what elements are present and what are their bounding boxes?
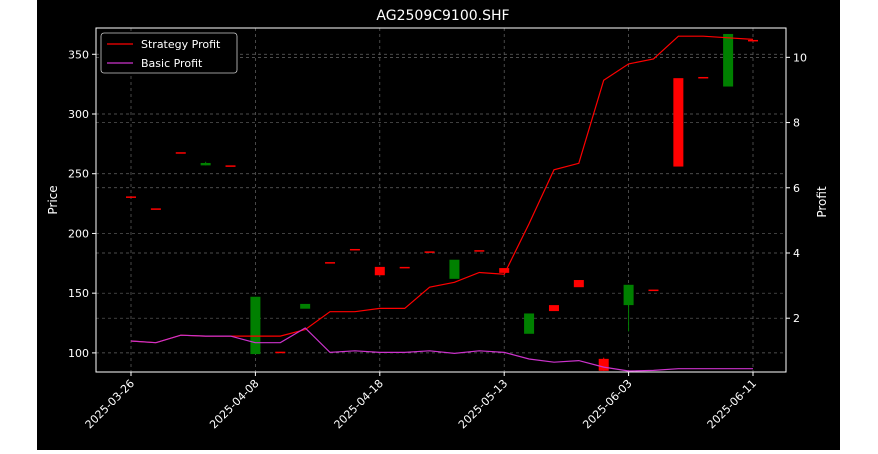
legend-label: Strategy Profit xyxy=(141,38,221,51)
candle-body xyxy=(349,248,360,251)
candle-body xyxy=(175,152,186,154)
legend-label: Basic Profit xyxy=(141,57,203,70)
y-left-tick-label: 200 xyxy=(68,227,89,240)
candle-body xyxy=(250,296,261,355)
candle-body xyxy=(623,284,634,306)
candle-body xyxy=(300,303,311,309)
y-left-tick-label: 100 xyxy=(68,347,89,360)
candle-body xyxy=(698,76,709,79)
plot-area: 100 150 200 250 300 350 2 4 6 8 10 2025-03-26 2025-0… xyxy=(68,27,807,431)
candle-body xyxy=(548,305,559,312)
candle-body xyxy=(673,78,684,167)
x-tick-label: 2025-05-13 xyxy=(456,377,510,431)
figure: AG2509C9100.SHF Price Profit 100 150 200 25… xyxy=(37,0,840,450)
y-left-tick-label: 250 xyxy=(68,168,89,181)
x-tick-label: 2025-04-08 xyxy=(207,377,261,431)
candle-body xyxy=(573,280,584,288)
y-right-tick-label: 10 xyxy=(793,51,807,64)
y-right-tick-label: 8 xyxy=(793,117,800,130)
series-line-basic-profit xyxy=(130,327,753,372)
y-left-label: Price xyxy=(46,185,60,214)
y-left-tick-label: 350 xyxy=(68,48,89,61)
candle-body xyxy=(399,266,410,269)
candle-body xyxy=(150,208,161,210)
candle-body xyxy=(424,251,435,253)
x-tick-label: 2025-03-26 xyxy=(83,377,137,431)
candle-body xyxy=(524,313,535,334)
x-tick-label: 2025-06-11 xyxy=(705,377,759,431)
candle-body xyxy=(325,262,336,264)
x-tick-label: 2025-04-18 xyxy=(332,377,386,431)
x-tick-label: 2025-06-03 xyxy=(580,377,634,431)
axes-frame xyxy=(95,27,787,373)
y-left-tick-label: 300 xyxy=(68,108,89,121)
candle-body xyxy=(598,358,609,371)
candle-body xyxy=(449,259,460,279)
y-right-label: Profit xyxy=(815,186,829,218)
candle-body xyxy=(275,351,286,354)
candle-body xyxy=(499,268,510,273)
y-left-tick-label: 150 xyxy=(68,287,89,300)
candle-body xyxy=(748,39,758,42)
chart-svg: AG2509C9100.SHF Price Profit 100 150 200 25… xyxy=(46,8,829,431)
chart-title: AG2509C9100.SHF xyxy=(376,8,509,24)
candle-body xyxy=(648,289,659,292)
candle-body xyxy=(474,250,485,252)
candle-body xyxy=(126,196,136,198)
candle-body xyxy=(723,33,734,87)
candle-body xyxy=(374,266,385,276)
candle-body xyxy=(225,165,236,167)
y-right-tick-label: 2 xyxy=(793,312,800,325)
y-right-tick-label: 6 xyxy=(793,182,800,195)
y-right-tick-label: 4 xyxy=(793,247,800,260)
series-line-strategy-profit xyxy=(130,35,754,344)
legend-box xyxy=(100,32,238,74)
candle-body xyxy=(200,162,211,166)
